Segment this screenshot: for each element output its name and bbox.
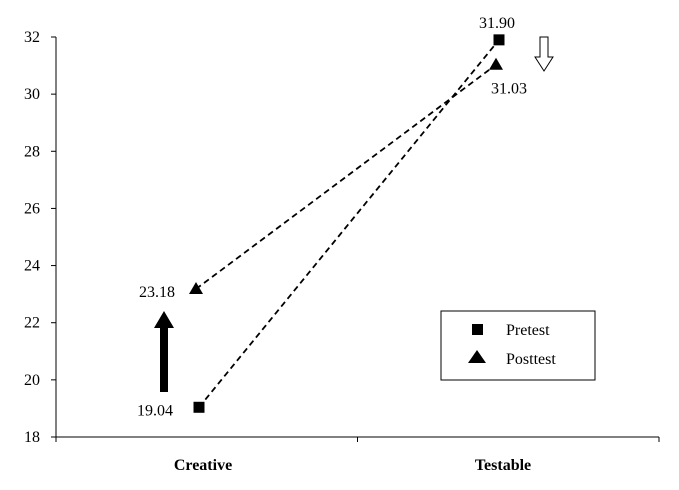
y-tick-label: 32 [24,29,40,46]
y-tick-label: 30 [24,86,40,103]
legend-square-marker [472,324,483,335]
y-tick-label: 20 [24,372,40,389]
y-tick-label: 18 [24,429,40,446]
posttest-triangle-marker [189,282,203,294]
legend: Pretest Posttest [440,310,596,381]
data-label-pretest: 19.04 [137,402,173,419]
change-arrows [154,36,554,392]
axes: 18 20 22 24 26 28 30 32 Creative Testable [24,29,660,474]
y-tick-label: 24 [24,258,40,275]
decrease-arrow-icon [534,36,554,72]
increase-arrow-icon [154,311,174,392]
legend-label-pretest: Pretest [506,322,550,339]
x-tick-label: Testable [475,457,531,474]
legend-label-posttest: Posttest [506,351,556,368]
posttest-triangle-marker [489,57,503,70]
y-tick-label: 28 [24,143,40,160]
data-label-posttest: 23.18 [139,284,175,301]
series-line-pretest [198,39,500,408]
legend-box [440,310,596,381]
x-tick-label: Creative [174,457,232,474]
series-line-posttest [195,63,497,290]
y-tick-label: 26 [24,200,40,217]
data-label-pretest: 31.90 [479,15,515,32]
legend-triangle-marker [468,350,486,363]
series-markers [189,34,505,413]
y-tick-label: 22 [24,315,40,332]
data-labels: 19.04 31.90 23.18 31.03 [137,15,527,419]
pretest-square-marker [493,34,505,46]
series-lines [195,39,500,408]
pretest-square-marker [193,401,205,413]
data-label-posttest: 31.03 [491,81,527,98]
